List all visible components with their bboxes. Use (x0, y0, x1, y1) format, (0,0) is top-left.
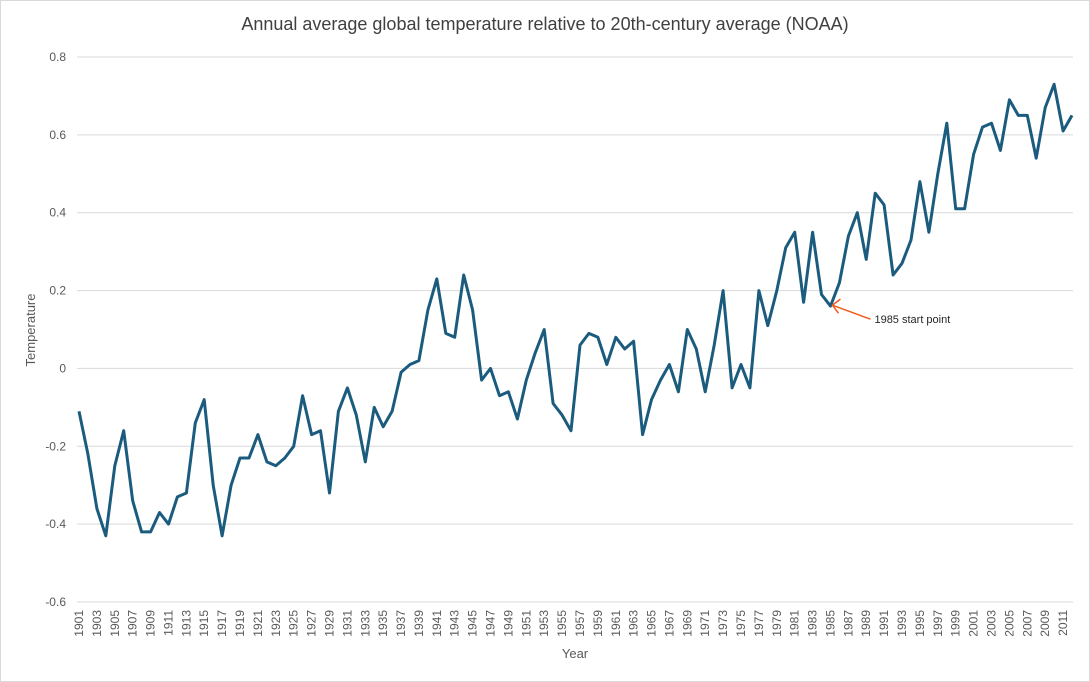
x-tick-label: 1953 (537, 610, 551, 637)
x-tick-label: 1979 (770, 610, 784, 637)
x-tick-label: 1963 (627, 610, 641, 637)
x-tick-label: 1975 (734, 610, 748, 637)
x-tick-label: 1971 (698, 610, 712, 637)
x-tick-label: 1933 (358, 610, 372, 637)
x-tick-label: 1959 (591, 610, 605, 637)
gridlines (77, 56, 1073, 603)
x-tick-label: 2001 (967, 610, 981, 637)
x-tick-labels: 1901 1903 1905 1907 1909 1911 1913 1915 1917 1919… (72, 610, 1070, 637)
x-tick-label: 1935 (376, 610, 390, 637)
x-tick-label: 1925 (287, 610, 301, 637)
x-tick-label: 1995 (913, 610, 927, 637)
x-tick-label: 1993 (895, 610, 909, 637)
annotation-label: 1985 start point (874, 314, 950, 326)
y-tick-label: -0.6 (45, 595, 66, 609)
x-tick-label: 2003 (984, 610, 998, 637)
annotation: 1985 start point (831, 298, 950, 326)
x-tick-label: 1921 (251, 610, 265, 637)
x-tick-label: 1903 (90, 610, 104, 637)
y-tick-label: 0.4 (49, 206, 66, 220)
x-tick-label: 1951 (519, 610, 533, 637)
x-tick-label: 1983 (806, 610, 820, 637)
series-points (78, 84, 1073, 536)
x-tick-label: 1997 (931, 610, 945, 637)
x-tick-label: 1991 (877, 610, 891, 637)
x-tick-label: 1915 (197, 610, 211, 637)
x-tick-label: 1927 (305, 610, 319, 637)
x-tick-label: 1905 (108, 610, 122, 637)
x-tick-label: 1931 (340, 610, 354, 637)
y-tick-label: 0.2 (49, 284, 66, 298)
x-tick-label: 1917 (215, 610, 229, 637)
x-tick-label: 1989 (859, 610, 873, 637)
x-tick-label: 1947 (484, 610, 498, 637)
x-tick-label: 1901 (72, 610, 86, 637)
x-tick-label: 1907 (126, 610, 140, 637)
y-axis-label: Temperature (23, 294, 38, 367)
x-tick-label: 1937 (394, 610, 408, 637)
x-tick-label: 2011 (1056, 610, 1070, 636)
x-tick-label: 1977 (752, 610, 766, 637)
x-tick-label: 2005 (1002, 610, 1016, 637)
x-tick-label: 1965 (645, 610, 659, 637)
x-tick-label: 1909 (144, 610, 158, 637)
x-tick-label: 1913 (179, 610, 193, 637)
x-tick-label: 1957 (573, 610, 587, 637)
y-tick-label: 0.6 (49, 128, 66, 142)
x-tick-label: 2007 (1020, 610, 1034, 637)
x-tick-label: 1939 (412, 610, 426, 637)
x-tick-label: 1945 (466, 610, 480, 637)
x-tick-label: 1941 (430, 610, 444, 637)
y-tick-label: 0 (59, 361, 66, 375)
x-tick-label: 1985 (823, 610, 837, 637)
x-tick-label: 1911 (161, 610, 175, 636)
x-tick-label: 1969 (680, 610, 694, 637)
x-tick-label: 1999 (949, 610, 963, 637)
series-line-temperature (77, 82, 1074, 538)
x-tick-label: 1961 (609, 610, 623, 637)
y-tick-labels: 0.8 0.6 0.4 0.2 0 -0.2 -0.4 -0.6 (45, 50, 66, 609)
x-tick-label: 1929 (322, 610, 336, 637)
annotation-arrow (832, 304, 871, 320)
chart-title: Annual average global temperature relati… (241, 14, 849, 34)
x-tick-label: 1949 (501, 610, 515, 637)
x-tick-label: 1955 (555, 610, 569, 637)
arrowhead-icon (831, 298, 841, 314)
y-tick-label: -0.2 (45, 439, 66, 453)
x-tick-label: 2009 (1038, 610, 1052, 637)
x-tick-label: 1987 (841, 610, 855, 637)
y-tick-label: -0.4 (45, 517, 66, 531)
x-tick-label: 1967 (662, 610, 676, 637)
x-tick-label: 1919 (233, 610, 247, 637)
x-axis-label: Year (562, 646, 589, 661)
x-tick-label: 1943 (448, 610, 462, 637)
x-tick-label: 1981 (788, 610, 802, 637)
x-tick-label: 1923 (269, 610, 283, 637)
x-tick-label: 1973 (716, 610, 730, 637)
y-tick-label: 0.8 (49, 50, 66, 64)
